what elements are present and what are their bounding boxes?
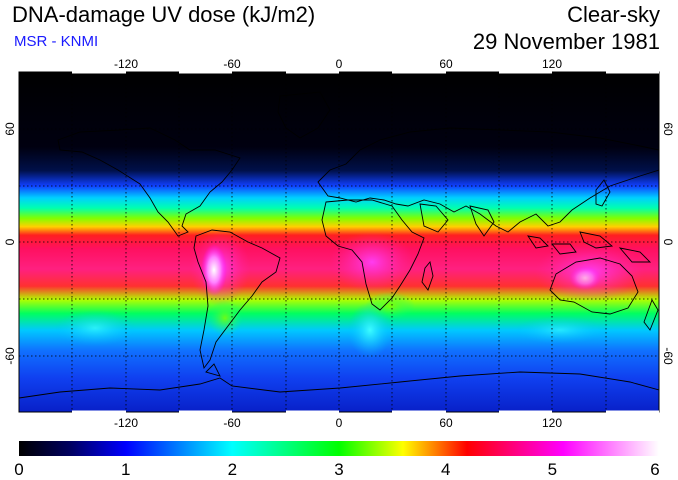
bottom-lon-label: 60 — [439, 416, 453, 430]
left-lat-label: 60 — [3, 122, 17, 136]
credit-label: MSR - KNMI — [14, 33, 99, 50]
top-lon-label: -60 — [223, 57, 241, 71]
right-lat-label: -60 — [661, 347, 675, 365]
top-longitude-labels: -120 -60 0 60 120 — [114, 57, 562, 71]
top-lon-label: 120 — [542, 57, 562, 71]
colorbar-gradient — [19, 441, 659, 456]
colorbar-label: 3 — [334, 460, 343, 479]
graticule — [19, 72, 659, 412]
top-lon-label: 60 — [439, 57, 453, 71]
bottom-lon-label: 120 — [542, 416, 562, 430]
colorbar-label: 0 — [14, 460, 23, 479]
right-lat-label: 0 — [661, 239, 675, 246]
bottom-lon-label: -60 — [223, 416, 241, 430]
sky-condition-label: Clear-sky — [567, 2, 660, 27]
colorbar: 0 1 2 3 4 5 6 — [14, 441, 660, 479]
bottom-lon-label: -120 — [114, 416, 138, 430]
bottom-lon-label: 0 — [336, 416, 343, 430]
left-lat-label: 0 — [3, 238, 17, 245]
colorbar-label: 4 — [441, 460, 450, 479]
colorbar-label: 5 — [548, 460, 557, 479]
colorbar-label: 6 — [650, 460, 659, 479]
colorbar-label: 1 — [121, 460, 130, 479]
top-lon-label: 0 — [336, 57, 343, 71]
right-latitude-labels: 60 0 -60 — [661, 122, 675, 365]
bottom-longitude-labels: -120 -60 0 60 120 — [114, 416, 562, 430]
date-label: 29 November 1981 — [472, 29, 660, 54]
left-lat-label: -60 — [3, 347, 17, 365]
left-latitude-labels: 60 0 -60 — [3, 122, 17, 365]
map-frame — [18, 70, 660, 414]
top-lon-label: -120 — [114, 57, 138, 71]
map-title: DNA-damage UV dose (kJ/m2) — [12, 2, 316, 27]
colorbar-label: 2 — [228, 460, 237, 479]
right-lat-label: 60 — [661, 122, 675, 136]
